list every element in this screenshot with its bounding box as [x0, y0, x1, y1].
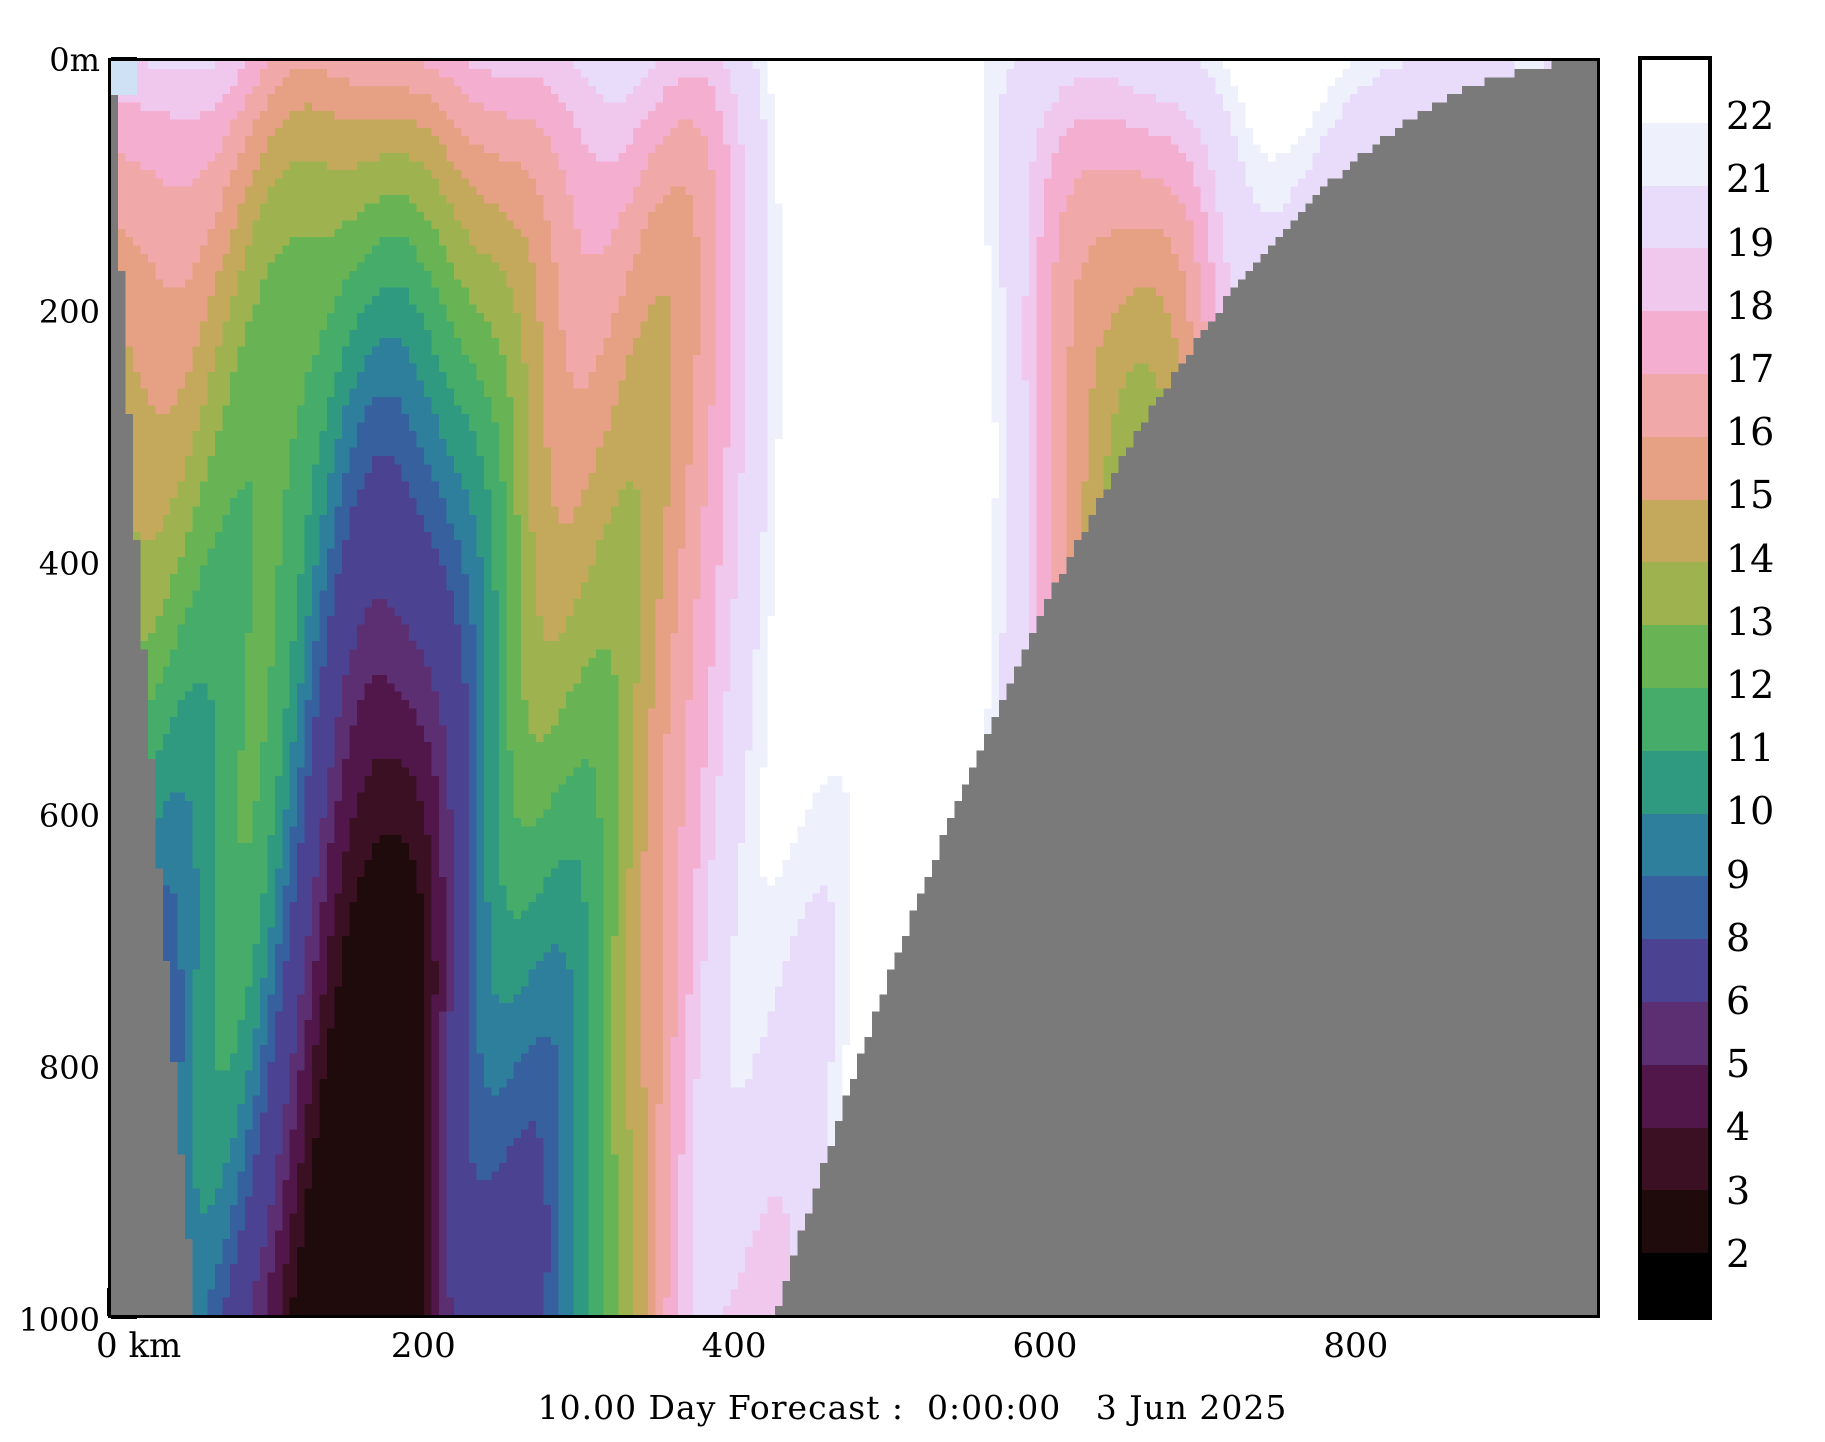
- colorbar-band: [1642, 373, 1708, 437]
- colorbar-tick-label: 19: [1726, 220, 1775, 265]
- y-axis-tick-label: 800: [38, 1049, 100, 1087]
- colorbar-tick-label: 8: [1726, 915, 1751, 960]
- y-axis-tick-label: 200: [38, 293, 100, 331]
- colorbar-tick-label: 9: [1726, 852, 1751, 897]
- colorbar-band: [1642, 122, 1708, 186]
- colorbar-tick-label: 14: [1726, 536, 1775, 581]
- y-axis-tick: [111, 1317, 137, 1319]
- cross-section-plot: [108, 58, 1600, 1318]
- colorbar-tick-label: 11: [1726, 726, 1775, 771]
- colorbar-band: [1642, 60, 1708, 123]
- colorbar-band: [1642, 499, 1708, 563]
- x-axis-tick-label: 400: [701, 1326, 767, 1366]
- colorbar-band: [1642, 1001, 1708, 1065]
- colorbar-band: [1642, 311, 1708, 374]
- colorbar-band: [1642, 939, 1708, 1002]
- colorbar-tick-label: 21: [1726, 157, 1775, 202]
- colorbar-band: [1642, 1253, 1708, 1316]
- colorbar-band: [1642, 1064, 1708, 1128]
- surface-corner-patch: [111, 61, 137, 95]
- colorbar-tick-label: 15: [1726, 473, 1775, 518]
- colorbar-tick-label: 18: [1726, 283, 1775, 328]
- colorbar-band: [1642, 876, 1708, 940]
- x-axis-tick-label: 800: [1323, 1326, 1389, 1366]
- x-axis-tick-label: 600: [1012, 1326, 1078, 1366]
- forecast-title: 10.00 Day Forecast : 0:00:00 3 Jun 2025: [537, 1388, 1288, 1427]
- x-axis-tick-label: 0 km: [96, 1326, 182, 1366]
- colorbar-band: [1642, 750, 1708, 814]
- colorbar-band: [1642, 185, 1708, 249]
- colorbar-band: [1642, 436, 1708, 500]
- y-axis-tick-label: 1000: [18, 1301, 100, 1339]
- colorbar-band: [1642, 1127, 1708, 1191]
- colorbar-band: [1642, 625, 1708, 688]
- colorbar-tick-label: 13: [1726, 599, 1775, 644]
- colorbar-tick-label: 12: [1726, 663, 1775, 707]
- colorbar-tick-label: 5: [1726, 1042, 1751, 1087]
- colorbar-band: [1642, 248, 1708, 312]
- colorbar-band: [1642, 562, 1708, 626]
- colorbar-tick-label: 2: [1726, 1231, 1751, 1276]
- y-axis-tick-label: 600: [38, 797, 100, 835]
- colorbar-band: [1642, 813, 1708, 877]
- contour-canvas: [111, 61, 1597, 1315]
- colorbar-tick-label: 3: [1726, 1168, 1751, 1213]
- colorbar-tick-label: 22: [1726, 94, 1775, 139]
- colorbar-tick-label: 6: [1726, 979, 1751, 1023]
- colorbar: [1638, 56, 1712, 1320]
- y-axis-tick-label: 0m: [49, 41, 100, 79]
- x-axis-tick-label: 200: [390, 1326, 456, 1366]
- colorbar-band: [1642, 687, 1708, 751]
- colorbar-tick-label: 16: [1726, 410, 1775, 455]
- colorbar-tick-label: 4: [1726, 1105, 1751, 1150]
- colorbar-band: [1642, 1190, 1708, 1254]
- colorbar-bands: [1642, 60, 1708, 1316]
- colorbar-tick-labels: 22 21 19 18 17 16 15 14 13 12 11 10 9 8 6 5 4 3 2: [1726, 56, 1816, 1320]
- colorbar-tick-label: 17: [1726, 347, 1775, 391]
- y-axis-tick-label: 400: [38, 545, 100, 583]
- colorbar-tick-label: 10: [1726, 789, 1775, 834]
